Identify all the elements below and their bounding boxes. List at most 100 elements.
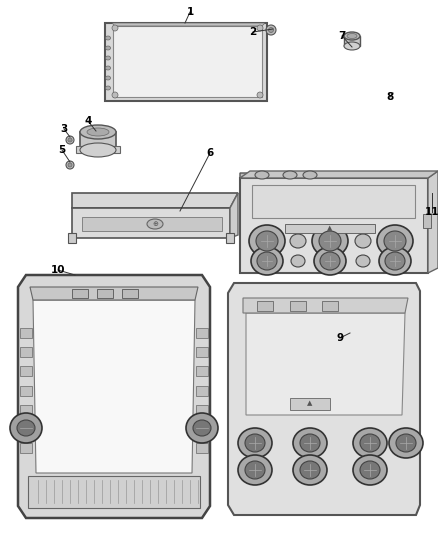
Ellipse shape <box>290 234 306 248</box>
Ellipse shape <box>347 34 357 38</box>
Polygon shape <box>230 193 238 238</box>
Bar <box>196 443 208 453</box>
Ellipse shape <box>293 428 327 458</box>
Ellipse shape <box>112 25 118 31</box>
Bar <box>322 301 338 311</box>
Ellipse shape <box>66 161 74 169</box>
Bar <box>196 424 208 434</box>
Ellipse shape <box>293 455 327 485</box>
Ellipse shape <box>257 25 263 31</box>
Ellipse shape <box>389 428 423 458</box>
Ellipse shape <box>360 434 380 452</box>
Ellipse shape <box>106 36 110 40</box>
Ellipse shape <box>251 247 283 275</box>
Ellipse shape <box>87 128 109 136</box>
Bar <box>196 366 208 376</box>
Bar <box>20 328 32 338</box>
Polygon shape <box>240 173 432 178</box>
Polygon shape <box>252 185 415 218</box>
Polygon shape <box>33 300 195 473</box>
Bar <box>423 214 431 228</box>
Ellipse shape <box>68 163 72 167</box>
Text: 9: 9 <box>336 333 343 343</box>
Ellipse shape <box>396 434 416 452</box>
Bar <box>196 347 208 357</box>
Bar <box>20 385 32 395</box>
Polygon shape <box>72 193 238 208</box>
Ellipse shape <box>238 455 272 485</box>
Polygon shape <box>30 287 198 300</box>
Ellipse shape <box>356 255 370 267</box>
Text: 6: 6 <box>206 148 214 158</box>
Bar <box>20 366 32 376</box>
Ellipse shape <box>379 247 411 275</box>
Bar <box>72 289 88 298</box>
Ellipse shape <box>106 66 110 70</box>
Bar <box>20 405 32 415</box>
Ellipse shape <box>186 413 218 443</box>
Polygon shape <box>112 23 265 26</box>
Polygon shape <box>344 36 360 46</box>
Ellipse shape <box>256 231 278 251</box>
Polygon shape <box>240 171 438 178</box>
Text: 11: 11 <box>425 207 438 217</box>
Polygon shape <box>28 476 200 508</box>
Ellipse shape <box>106 46 110 50</box>
Ellipse shape <box>303 171 317 179</box>
Bar <box>20 424 32 434</box>
Ellipse shape <box>257 252 277 270</box>
Ellipse shape <box>255 171 269 179</box>
Ellipse shape <box>360 461 380 479</box>
Bar <box>196 385 208 395</box>
Ellipse shape <box>249 225 285 257</box>
Polygon shape <box>428 171 438 273</box>
Ellipse shape <box>112 92 118 98</box>
Ellipse shape <box>80 143 116 157</box>
Ellipse shape <box>106 76 110 80</box>
Polygon shape <box>226 233 234 243</box>
Ellipse shape <box>385 252 405 270</box>
Polygon shape <box>76 146 120 153</box>
Polygon shape <box>68 233 76 243</box>
Ellipse shape <box>266 25 276 35</box>
Bar <box>257 301 273 311</box>
Bar <box>20 347 32 357</box>
Ellipse shape <box>193 420 211 436</box>
Ellipse shape <box>147 219 163 229</box>
Polygon shape <box>105 23 267 101</box>
Text: ⊕: ⊕ <box>152 221 158 227</box>
Bar <box>285 224 375 233</box>
Bar <box>97 289 113 298</box>
Polygon shape <box>80 132 116 150</box>
Text: ▲: ▲ <box>327 225 333 231</box>
Ellipse shape <box>291 255 305 267</box>
Bar <box>20 443 32 453</box>
Bar <box>196 405 208 415</box>
Bar <box>290 398 330 410</box>
Ellipse shape <box>353 455 387 485</box>
Ellipse shape <box>106 86 110 90</box>
Text: 1: 1 <box>187 7 194 17</box>
Polygon shape <box>240 178 428 273</box>
Text: 7: 7 <box>338 31 346 41</box>
Text: ▲: ▲ <box>307 400 313 406</box>
Polygon shape <box>72 208 230 238</box>
Ellipse shape <box>68 138 72 142</box>
Bar <box>122 289 138 298</box>
Ellipse shape <box>245 434 265 452</box>
Ellipse shape <box>314 247 346 275</box>
Ellipse shape <box>245 461 265 479</box>
Bar <box>290 301 306 311</box>
Ellipse shape <box>300 434 320 452</box>
Polygon shape <box>113 26 262 97</box>
Ellipse shape <box>344 42 360 50</box>
Bar <box>196 328 208 338</box>
Ellipse shape <box>300 461 320 479</box>
Bar <box>82 217 222 231</box>
Text: 10: 10 <box>51 265 65 275</box>
Ellipse shape <box>66 136 74 144</box>
Text: 8: 8 <box>386 92 394 102</box>
Ellipse shape <box>10 413 42 443</box>
Text: 2: 2 <box>249 27 257 37</box>
Text: 3: 3 <box>60 124 67 134</box>
